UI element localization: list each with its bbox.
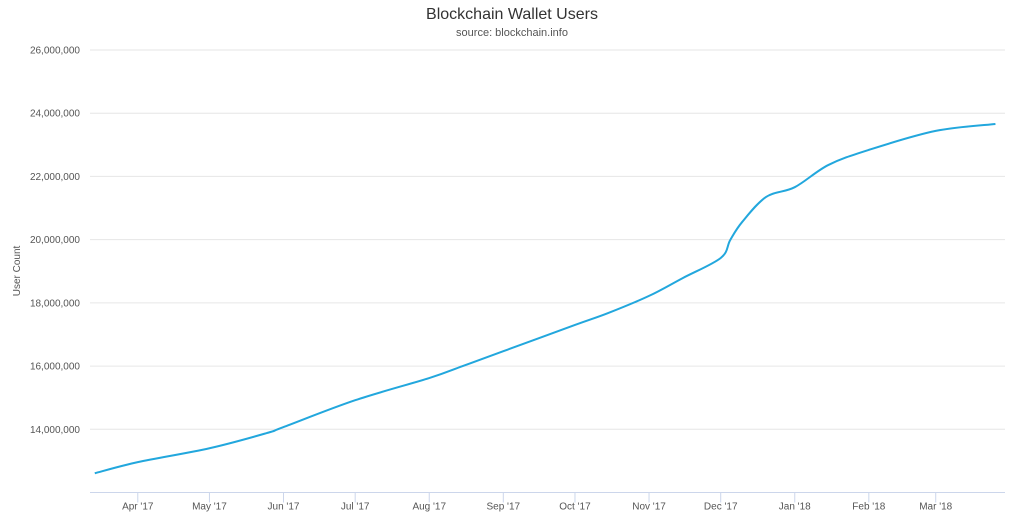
x-tick-label: Mar '18 <box>919 502 952 513</box>
y-tick-label: 16,000,000 <box>30 362 80 373</box>
x-tick-label: Aug '17 <box>412 502 446 513</box>
series-line <box>94 122 996 475</box>
x-tick-label: Sep '17 <box>486 502 520 513</box>
x-tick-label: Jul '17 <box>341 502 370 513</box>
x-tick-label: Jan '18 <box>779 502 811 513</box>
y-axis-label: User Count <box>12 245 23 296</box>
y-tick-label: 22,000,000 <box>30 172 80 183</box>
x-tick-label: Jun '17 <box>268 502 300 513</box>
chart-subtitle: source: blockchain.info <box>456 27 568 39</box>
x-tick-label: Oct '17 <box>559 502 591 513</box>
x-tick-label: Apr '17 <box>122 502 154 513</box>
chart-title: Blockchain Wallet Users <box>426 6 598 23</box>
x-tick-label: May '17 <box>192 502 227 513</box>
y-tick-label: 24,000,000 <box>30 109 80 120</box>
y-tick-label: 20,000,000 <box>30 235 80 246</box>
y-tick-label: 26,000,000 <box>30 46 80 57</box>
x-tick-label: Feb '18 <box>852 502 885 513</box>
y-tick-label: 18,000,000 <box>30 298 80 309</box>
x-tick-label: Dec '17 <box>704 502 738 513</box>
y-tick-label: 14,000,000 <box>30 425 80 436</box>
x-tick-label: Nov '17 <box>632 502 666 513</box>
